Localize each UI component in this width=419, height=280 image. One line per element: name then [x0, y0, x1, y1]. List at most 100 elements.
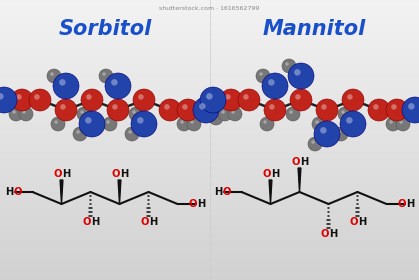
Bar — [0, 35, 419, 36]
Bar — [0, 204, 419, 206]
Circle shape — [132, 110, 136, 114]
Bar — [0, 251, 419, 252]
Circle shape — [311, 140, 315, 144]
Circle shape — [102, 72, 106, 76]
Bar — [0, 144, 419, 146]
Circle shape — [111, 79, 118, 86]
Bar — [0, 266, 419, 267]
Bar — [0, 113, 419, 115]
Bar — [0, 48, 419, 49]
Bar — [0, 269, 419, 270]
Bar — [0, 3, 419, 4]
Bar — [0, 217, 419, 218]
Text: O: O — [349, 217, 357, 227]
Bar — [0, 87, 419, 88]
Circle shape — [177, 117, 191, 131]
Bar — [0, 141, 419, 143]
Bar — [0, 101, 419, 102]
Bar — [0, 153, 419, 154]
Bar — [0, 186, 419, 188]
Bar — [0, 183, 419, 185]
Circle shape — [199, 104, 203, 108]
Bar — [0, 95, 419, 97]
Circle shape — [34, 94, 40, 100]
Circle shape — [107, 99, 129, 121]
Bar — [0, 279, 419, 280]
Bar — [0, 214, 419, 216]
Bar — [0, 230, 419, 231]
Bar — [0, 70, 419, 71]
Circle shape — [286, 107, 300, 121]
Bar — [0, 56, 419, 57]
Bar — [0, 169, 419, 171]
Circle shape — [125, 127, 139, 141]
Circle shape — [99, 69, 113, 83]
Circle shape — [260, 117, 274, 131]
Bar — [0, 158, 419, 160]
Bar — [0, 81, 419, 83]
Bar — [0, 161, 419, 162]
Bar — [0, 31, 419, 32]
Circle shape — [103, 117, 117, 131]
Bar — [0, 213, 419, 214]
Bar — [0, 272, 419, 273]
Bar — [0, 227, 419, 228]
Circle shape — [12, 110, 16, 114]
Circle shape — [85, 117, 92, 123]
Circle shape — [105, 73, 131, 99]
Bar — [0, 172, 419, 174]
Circle shape — [80, 110, 84, 114]
Bar — [0, 85, 419, 87]
Bar — [0, 265, 419, 266]
Bar — [0, 41, 419, 42]
Circle shape — [225, 94, 231, 100]
Bar — [0, 8, 419, 10]
Bar — [0, 42, 419, 43]
Circle shape — [180, 120, 184, 124]
Bar — [0, 252, 419, 253]
Bar — [0, 98, 419, 99]
Bar — [0, 157, 419, 158]
Bar — [0, 109, 419, 111]
Bar — [0, 14, 419, 15]
Bar — [0, 73, 419, 74]
Circle shape — [164, 104, 170, 110]
Bar — [0, 69, 419, 70]
Text: O: O — [397, 199, 406, 209]
Bar — [0, 123, 419, 125]
Bar — [0, 224, 419, 225]
Text: O: O — [291, 157, 300, 167]
Bar — [0, 77, 419, 78]
Bar — [0, 52, 419, 53]
Circle shape — [264, 99, 286, 121]
Bar — [0, 189, 419, 190]
Circle shape — [159, 99, 181, 121]
Circle shape — [290, 89, 312, 111]
Bar — [0, 45, 419, 46]
Bar — [0, 182, 419, 183]
Bar — [0, 55, 419, 56]
Bar — [0, 210, 419, 211]
Circle shape — [177, 99, 199, 121]
Circle shape — [285, 62, 289, 66]
Bar — [0, 255, 419, 256]
Bar — [0, 53, 419, 55]
Circle shape — [76, 130, 80, 134]
Circle shape — [209, 111, 223, 125]
Circle shape — [228, 107, 242, 121]
Circle shape — [86, 94, 92, 100]
Bar — [0, 160, 419, 161]
Bar — [0, 88, 419, 90]
Bar — [0, 92, 419, 94]
Bar — [0, 57, 419, 59]
Bar — [0, 99, 419, 101]
Bar — [0, 104, 419, 105]
Bar — [0, 127, 419, 129]
Bar — [0, 7, 419, 8]
Text: H: H — [5, 187, 13, 197]
Circle shape — [16, 94, 22, 100]
Text: shutterstock.com · 1616562799: shutterstock.com · 1616562799 — [159, 6, 260, 10]
Circle shape — [342, 89, 364, 111]
Circle shape — [73, 127, 87, 141]
Bar — [0, 67, 419, 69]
